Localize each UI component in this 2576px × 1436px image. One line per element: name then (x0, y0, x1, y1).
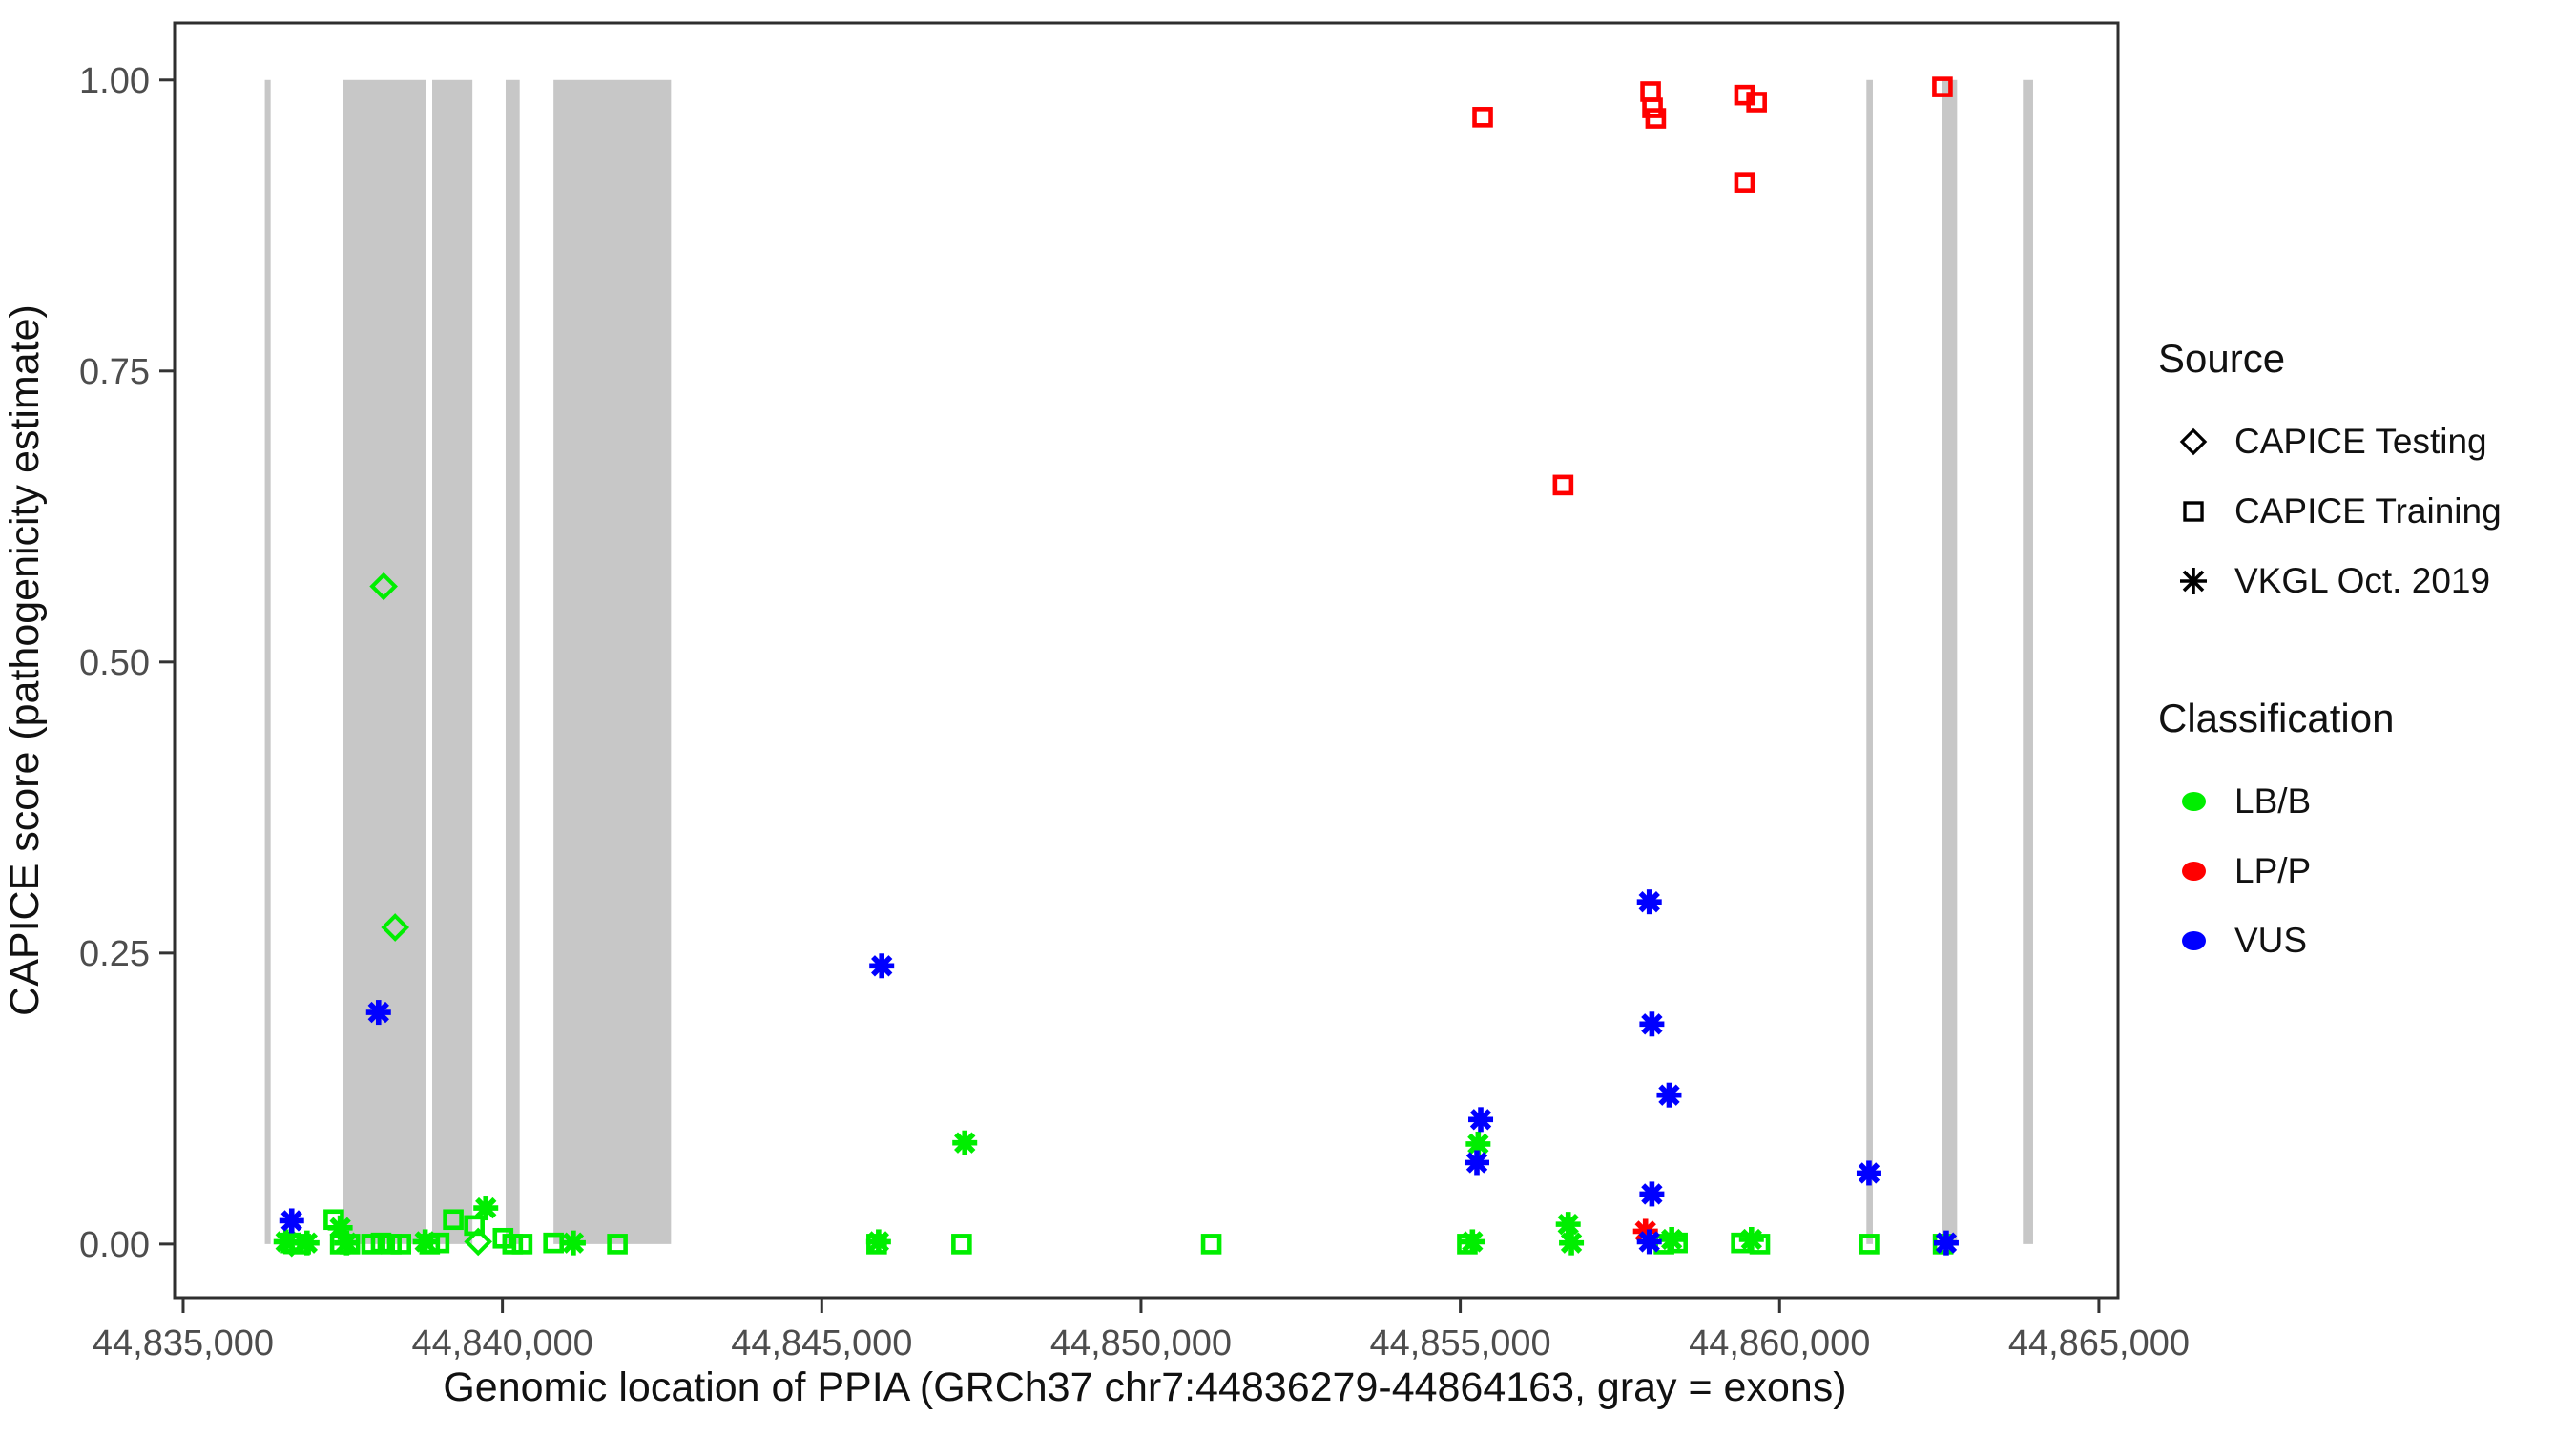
data-point-asterisk (869, 953, 895, 979)
data-point-square (511, 1234, 533, 1255)
data-point-diamond (369, 572, 398, 601)
x-tick-label: 44,845,000 (731, 1323, 912, 1363)
green-dot-icon (2181, 791, 2206, 811)
data-point-asterisk (560, 1230, 586, 1256)
data-point-asterisk (1639, 1181, 1665, 1207)
asterisk-icon (2158, 562, 2229, 600)
data-point-asterisk (1636, 889, 1662, 915)
legend-item-label: LP/P (2234, 850, 2312, 890)
x-tick-label: 44,835,000 (93, 1323, 274, 1363)
data-point-asterisk (1468, 1107, 1494, 1133)
data-point-asterisk (1738, 1226, 1764, 1252)
data-point-square (1746, 92, 1767, 113)
data-point-asterisk (294, 1230, 320, 1256)
data-point-square (1645, 108, 1667, 129)
data-point-asterisk (1555, 1212, 1581, 1238)
panel-border (173, 21, 2120, 1300)
data-point-asterisk (1559, 1230, 1585, 1256)
legend-item-label: CAPICE Training (2234, 490, 2502, 531)
exon-bar (505, 79, 520, 1244)
data-point-asterisk (1933, 1230, 1959, 1256)
data-point-square (443, 1209, 464, 1231)
exon-bars (264, 79, 2033, 1244)
data-point-asterisk (865, 1229, 891, 1255)
axes: 44,835,000 44,840,000 44,845,000 44,850,000… (79, 21, 2190, 1363)
data-points (273, 76, 1959, 1258)
y-tick-label: 1.00 (79, 61, 150, 101)
data-point-square (1640, 81, 1661, 102)
exon-bar (2023, 79, 2033, 1244)
y-tick-label: 0.00 (79, 1225, 150, 1265)
exon-bar (553, 79, 672, 1244)
data-point-diamond (381, 913, 410, 942)
data-point-asterisk (1659, 1226, 1685, 1252)
legend-item-vkgl: VKGL Oct. 2019 (2158, 546, 2576, 615)
legend-item-label: LB/B (2234, 780, 2312, 821)
data-point-asterisk (473, 1196, 499, 1221)
data-point-square (1734, 172, 1755, 193)
legend-item-lpp: LP/P (2158, 836, 2576, 905)
data-point-asterisk (334, 1230, 360, 1256)
legend-item-lbb: LB/B (2158, 766, 2576, 836)
exon-bar (343, 79, 426, 1244)
x-tick-label: 44,855,000 (1370, 1323, 1551, 1363)
y-tick-label: 0.50 (79, 643, 150, 683)
x-tick-label: 44,840,000 (412, 1323, 593, 1363)
data-point-asterisk (1460, 1229, 1485, 1255)
x-axis-title: Genomic location of PPIA (GRCh37 chr7:44… (443, 1364, 1846, 1410)
diamond-icon (2158, 426, 2229, 458)
data-point-asterisk (952, 1130, 978, 1155)
data-point-square (951, 1234, 972, 1255)
exon-bar (432, 79, 473, 1244)
data-point-asterisk (365, 1000, 391, 1026)
data-point-diamond (464, 1227, 493, 1257)
data-point-square (1859, 1234, 1880, 1255)
data-point-asterisk (1636, 1229, 1662, 1255)
data-point-asterisk (412, 1229, 438, 1255)
data-point-asterisk (1656, 1082, 1682, 1108)
data-point-square (1642, 97, 1663, 118)
y-tick-label: 0.75 (79, 352, 150, 392)
data-point-square (1552, 474, 1574, 496)
x-tick-label: 44,865,000 (2008, 1323, 2190, 1363)
data-point-square (390, 1234, 412, 1255)
data-point-asterisk (279, 1208, 304, 1234)
blue-dot-icon (2181, 930, 2206, 950)
exon-bar (1942, 79, 1958, 1244)
legend-item-capice-testing: CAPICE Testing (2158, 406, 2576, 476)
legend-source-title: Source (2158, 336, 2286, 381)
exon-bar (264, 79, 271, 1244)
red-dot-icon (2181, 861, 2206, 881)
legend-item-label: VKGL Oct. 2019 (2234, 560, 2491, 600)
square-icon (2158, 495, 2229, 528)
y-tick-label: 0.25 (79, 934, 150, 974)
data-point-square (1200, 1234, 1222, 1255)
data-point-square (464, 1215, 485, 1237)
legend-item-label: CAPICE Testing (2234, 421, 2487, 461)
data-point-asterisk (273, 1229, 299, 1255)
legend-classification-title: Classification (2158, 696, 2395, 740)
data-point-square (1932, 76, 1953, 97)
legend-item-capice-training: CAPICE Training (2158, 476, 2576, 546)
legend-item-vus: VUS (2158, 905, 2576, 975)
data-point-asterisk (1465, 1131, 1491, 1156)
x-tick-label: 44,860,000 (1689, 1323, 1870, 1363)
data-point-asterisk (1639, 1011, 1665, 1037)
exon-bar (1866, 79, 1873, 1244)
legend: Source CAPICE Testing CAPICE Training (2158, 336, 2576, 975)
data-point-square (1472, 107, 1493, 128)
data-point-asterisk (1856, 1160, 1881, 1186)
legend-item-label: VUS (2234, 920, 2308, 960)
data-point-square (607, 1234, 628, 1255)
data-point-asterisk (1465, 1150, 1490, 1176)
x-tick-label: 44,850,000 (1050, 1323, 1232, 1363)
y-axis-title: CAPICE score (pathogenicity estimate) (2, 304, 48, 1016)
